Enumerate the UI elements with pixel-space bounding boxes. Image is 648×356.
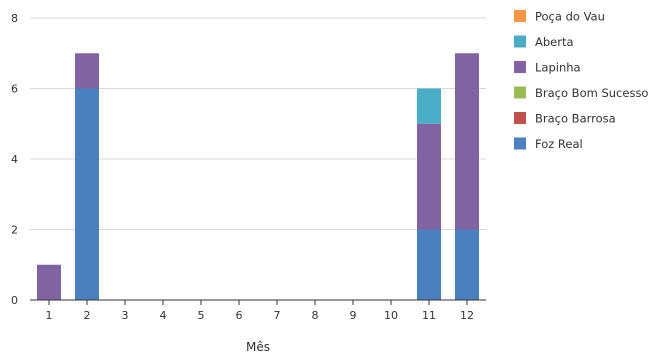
x-tick-label: 8 — [312, 309, 319, 322]
legend-label: Braço Bom Sucesso — [535, 86, 648, 100]
legend-label: Foz Real — [535, 137, 583, 151]
x-tick-label: 1 — [46, 309, 53, 322]
y-tick-label: 8 — [11, 12, 18, 25]
x-tick-label: 10 — [384, 309, 398, 322]
legend-swatch — [514, 61, 526, 73]
x-tick-label: 12 — [460, 309, 474, 322]
x-tick-label: 4 — [160, 309, 167, 322]
legend-swatch — [514, 10, 526, 22]
x-axis-label: Mês — [246, 340, 270, 354]
x-tick-label: 3 — [122, 309, 129, 322]
legend-label: Aberta — [535, 35, 574, 49]
bar-segment — [417, 229, 441, 300]
x-tick-label: 5 — [198, 309, 205, 322]
bar-segment — [75, 88, 99, 300]
y-axis-ticks: 0 2 4 6 8 — [11, 12, 18, 307]
x-tick-label: 7 — [274, 309, 281, 322]
y-tick-label: 6 — [11, 83, 18, 96]
x-tick-label: 6 — [236, 309, 243, 322]
bar-segment — [417, 88, 441, 124]
x-tick-label: 9 — [350, 309, 357, 322]
y-tick-label: 2 — [11, 224, 18, 237]
bar-segment — [417, 123, 441, 230]
legend-swatch — [514, 86, 526, 99]
bars — [37, 53, 479, 300]
legend-swatch — [514, 112, 526, 124]
legend-swatch — [514, 137, 526, 150]
bar-segment — [455, 53, 479, 230]
x-tick-label: 11 — [422, 309, 436, 322]
bar-segment — [37, 264, 61, 300]
legend-label: Poça do Vau — [535, 10, 605, 24]
legend-label: Lapinha — [535, 61, 581, 75]
y-tick-label: 4 — [11, 153, 18, 166]
bar-segment — [455, 229, 479, 300]
bar-segment — [75, 53, 99, 89]
legend: Poça do Vau Aberta Lapinha Braço Bom Sucess… — [514, 10, 648, 151]
x-axis-ticks: 1 2 3 4 5 6 7 8 9 10 11 12 — [46, 300, 474, 322]
gridlines — [30, 17, 486, 230]
x-tick-label: 2 — [84, 309, 91, 322]
legend-label: Braço Barrosa — [535, 112, 616, 126]
y-tick-label: 0 — [11, 294, 18, 307]
legend-swatch — [514, 35, 526, 48]
